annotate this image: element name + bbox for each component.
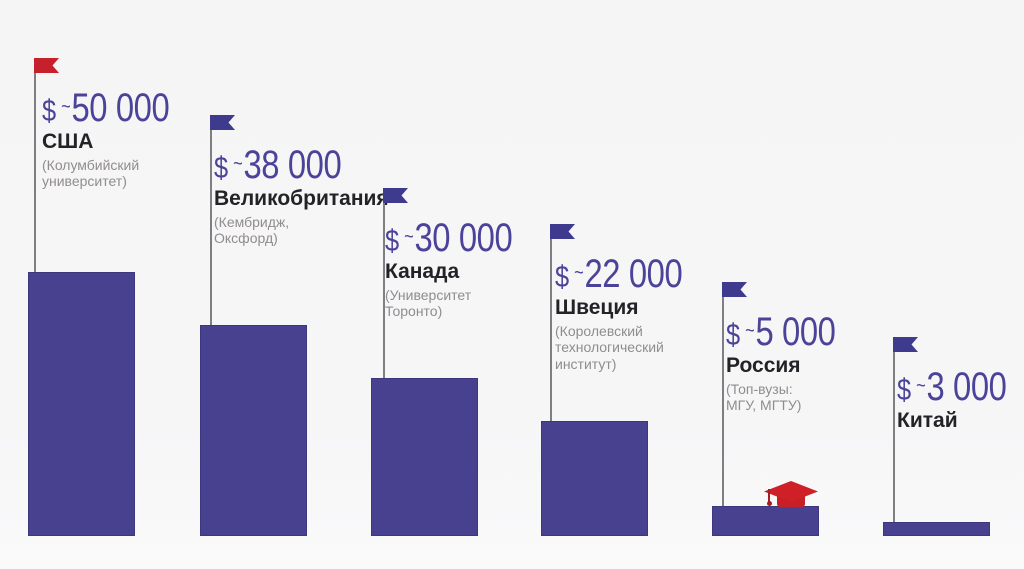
column-labels: $ ~30 000 Канада (Университет Торонто) <box>385 218 585 320</box>
university-note-line: технологический <box>555 339 664 356</box>
tuition-bar <box>28 272 135 536</box>
column-labels: $ ~5 000 Россия (Топ-вузы: МГУ, МГТУ) <box>726 312 926 414</box>
flag-pole-line <box>34 58 36 272</box>
column-labels: $ ~38 000 Великобритания (Кембридж, Оксфор… <box>214 145 414 247</box>
tuition-bar <box>200 325 307 536</box>
country-name: Швеция <box>555 296 639 319</box>
country-name: Канада <box>385 260 460 283</box>
graduation-cap-board <box>764 481 818 502</box>
flag-icon <box>550 224 575 239</box>
tuition-bar <box>883 522 990 536</box>
approx-tilde: ~ <box>61 96 71 118</box>
university-note: (Кембридж, Оксфорд) <box>214 214 414 246</box>
tuition-bar <box>712 506 819 536</box>
university-note: (Топ-вузы: МГУ, МГТУ) <box>726 381 926 413</box>
country-name: Великобритания <box>214 187 389 210</box>
amount-label: $ ~5 000 <box>726 312 836 352</box>
university-note-line: (Колумбийский <box>42 157 140 174</box>
approx-tilde: ~ <box>574 262 584 284</box>
amount-label: $ ~22 000 <box>555 252 683 296</box>
university-note-line: институт) <box>555 355 617 372</box>
university-note-line: (Топ-вузы: <box>726 381 793 398</box>
currency-symbol: $ <box>555 259 570 294</box>
university-note: (Королевский технологический институт) <box>555 323 755 372</box>
flag-icon <box>383 188 408 203</box>
flag-pole-line <box>210 115 212 325</box>
country-column: $ ~38 000 Великобритания (Кембридж, Оксфор… <box>200 0 389 569</box>
university-note-line: (Королевский <box>555 323 643 340</box>
currency-symbol: $ <box>897 372 912 407</box>
flag-icon <box>210 115 235 130</box>
country-name: США <box>42 130 94 153</box>
currency-symbol: $ <box>214 150 229 185</box>
country-column: $ ~30 000 Канада (Университет Торонто) <box>371 0 513 569</box>
country-column: $ ~3 000 Китай <box>883 0 1007 569</box>
amount-label: $ ~3 000 <box>897 367 1007 407</box>
university-note-line: (Кембридж, <box>214 214 290 231</box>
amount-value: 5 000 <box>755 310 836 354</box>
currency-symbol: $ <box>42 93 57 128</box>
flag-pole-line <box>383 188 385 378</box>
country-name: Россия <box>726 354 801 377</box>
amount-label: $ ~50 000 <box>42 86 170 130</box>
university-note-line: Оксфорд) <box>214 230 278 247</box>
flag-pole-line <box>722 282 724 506</box>
amount-value: 30 000 <box>414 216 513 260</box>
university-note: (Университет Торонто) <box>385 287 585 319</box>
flag-icon <box>893 337 918 352</box>
university-note-line: Торонто) <box>385 303 443 320</box>
amount-value: 38 000 <box>243 143 342 187</box>
graduation-cap-tassel <box>766 489 772 506</box>
country-name: Китай <box>897 409 958 432</box>
amount-value: 22 000 <box>584 252 683 296</box>
currency-symbol: $ <box>726 317 741 352</box>
flag-pole-line <box>893 337 895 522</box>
country-column: $ ~5 000 Россия (Топ-вузы: МГУ, МГТУ) <box>712 0 836 569</box>
approx-tilde: ~ <box>745 320 755 342</box>
amount-value: 3 000 <box>926 365 1007 409</box>
column-labels: $ ~22 000 Швеция (Королевский технологичес… <box>555 254 755 372</box>
flag-pole-line <box>550 224 552 421</box>
graduation-cap-icon <box>764 481 820 511</box>
column-labels: $ ~50 000 США (Колумбийский университет) <box>42 88 242 190</box>
tuition-bar <box>541 421 648 536</box>
tuition-bar <box>371 378 478 536</box>
amount-value: 50 000 <box>71 86 170 130</box>
country-column: $ ~50 000 США (Колумбийский университет) <box>28 0 170 569</box>
university-note-line: (Университет <box>385 287 472 304</box>
column-labels: $ ~3 000 Китай <box>897 367 1024 436</box>
currency-symbol: $ <box>385 223 400 258</box>
approx-tilde: ~ <box>233 153 243 175</box>
country-column: $ ~22 000 Швеция (Королевский технологичес… <box>541 0 683 569</box>
approx-tilde: ~ <box>916 375 926 397</box>
flag-icon <box>34 58 59 73</box>
amount-label: $ ~38 000 <box>214 143 342 187</box>
university-note-line: МГУ, МГТУ) <box>726 397 802 414</box>
flag-icon <box>722 282 747 297</box>
university-note-line: университет) <box>42 173 127 190</box>
amount-label: $ ~30 000 <box>385 216 513 260</box>
approx-tilde: ~ <box>404 226 414 248</box>
university-note: (Колумбийский университет) <box>42 157 242 189</box>
